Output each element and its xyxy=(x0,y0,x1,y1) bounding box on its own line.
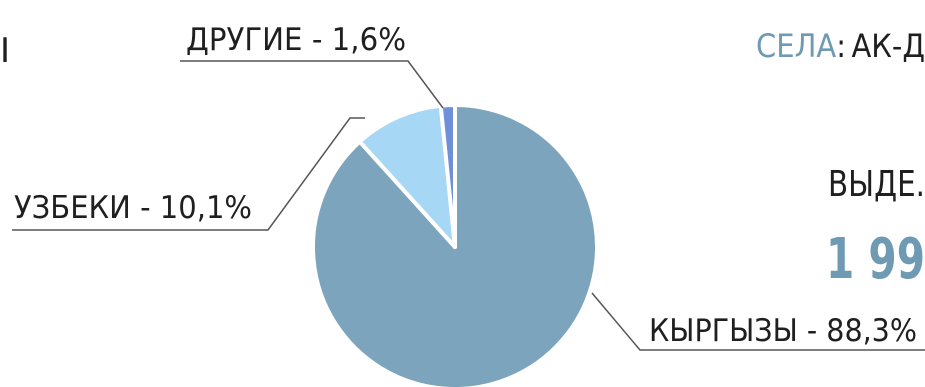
leader-line-uzbeki xyxy=(12,117,365,231)
slice-label-kyrgyzy: КЫРГЫЗЫ - 88,3% xyxy=(649,313,917,349)
vyde-text: ВЫДЕ. xyxy=(828,164,925,205)
pie-slice-kyrgyzy xyxy=(311,103,599,387)
sela-value: АК-Д xyxy=(851,27,925,65)
sela-label: СЕЛА xyxy=(756,27,836,65)
sela-colon: : xyxy=(836,27,846,65)
sela-heading: СЕЛА: АК-Д xyxy=(756,27,925,65)
pie-chart xyxy=(311,103,599,387)
leader-line-kyrgyzy xyxy=(591,292,925,351)
left-edge-fragment: I xyxy=(0,31,10,71)
big-number: 1 99 xyxy=(826,227,925,292)
leader-line-drugie xyxy=(180,60,444,109)
slice-label-drugie: ДРУГИЕ - 1,6% xyxy=(186,22,406,58)
pie-slice-uzbeki xyxy=(357,103,457,249)
slice-label-uzbeki: УЗБЕКИ - 10,1% xyxy=(14,190,252,226)
